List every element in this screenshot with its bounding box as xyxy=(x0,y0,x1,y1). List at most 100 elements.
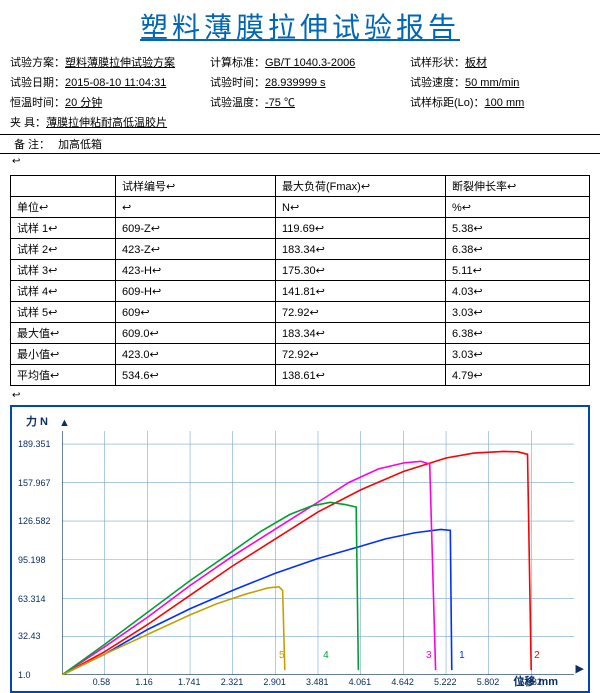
table-header-cell: 试样编号↩ xyxy=(116,176,276,197)
meta-value: 2015-08-10 11:04:31 xyxy=(65,77,166,89)
corner-mark-2: ↩ xyxy=(0,390,600,401)
x-tick-label: 4.061 xyxy=(349,677,372,687)
table-cell: 609-Z↩ xyxy=(116,218,276,239)
table-cell: 423-H↩ xyxy=(116,260,276,281)
table-row: 平均值↩534.6↩138.61↩4.79↩ xyxy=(11,365,590,386)
table-cell: 141.81↩ xyxy=(276,281,446,302)
meta-value: GB/T 1040.3-2006 xyxy=(265,57,355,69)
y-tick-label: 95.198 xyxy=(18,555,46,565)
table-cell: %↩ xyxy=(446,197,590,218)
table-cell: 5.38↩ xyxy=(446,218,590,239)
meta-pair xyxy=(210,114,410,130)
table-row: 试样 5↩609↩72.92↩3.03↩ xyxy=(11,302,590,323)
remark-value: 加高低箱 xyxy=(54,136,106,152)
meta-label: 计算标准： xyxy=(210,57,265,69)
table-row: 单位↩↩N↩%↩ xyxy=(11,197,590,218)
table-cell: 6.38↩ xyxy=(446,239,590,260)
table-cell: 4.03↩ xyxy=(446,281,590,302)
meta-pair: 试样标距(Lo)：100 mm xyxy=(410,94,600,110)
y-tick-label: 32.43 xyxy=(18,631,41,641)
y-axis-title: 力 N xyxy=(26,413,48,429)
meta-pair: 试验方案：塑料薄膜拉伸试验方案 xyxy=(10,54,210,70)
x-tick-label: 1.16 xyxy=(135,677,153,687)
x-axis-arrow: ▶ xyxy=(576,662,584,675)
y-tick-label: 189.351 xyxy=(18,439,51,449)
table-header-cell: 最大负荷(Fmax)↩ xyxy=(276,176,446,197)
meta-label: 恒温时间： xyxy=(10,97,65,109)
data-table: 试样编号↩最大负荷(Fmax)↩断裂伸长率↩单位↩↩N↩%↩试样 1↩609-Z… xyxy=(10,175,590,386)
table-cell: 183.34↩ xyxy=(276,239,446,260)
table-cell: 534.6↩ xyxy=(116,365,276,386)
table-cell: 5.11↩ xyxy=(446,260,590,281)
table-row: 试样 1↩609-Z↩119.69↩5.38↩ xyxy=(11,218,590,239)
table-header-cell: 断裂伸长率↩ xyxy=(446,176,590,197)
table-cell: 3.03↩ xyxy=(446,302,590,323)
meta-value: 薄膜拉伸粘耐高低温胶片 xyxy=(46,117,167,129)
meta-pair: 试验速度：50 mm/min xyxy=(410,74,600,90)
x-tick-label: 5.222 xyxy=(434,677,457,687)
table-cell: N↩ xyxy=(276,197,446,218)
y-tick-label: 157.967 xyxy=(18,478,51,488)
table-cell: 6.38↩ xyxy=(446,323,590,344)
meta-pair: 试验温度：-75 ℃ xyxy=(210,94,410,110)
table-cell: 最小值↩ xyxy=(11,344,116,365)
meta-pair: 试验日期：2015-08-10 11:04:31 xyxy=(10,74,210,90)
remark-row: 备 注： 加高低箱 xyxy=(0,134,600,154)
meta-value: 板材 xyxy=(465,57,487,69)
table-row: 试样 2↩423-Z↩183.34↩6.38↩ xyxy=(11,239,590,260)
meta-pair: 夹 具：薄膜拉伸粘耐高低温胶片 xyxy=(10,114,210,130)
meta-label: 夹 具： xyxy=(10,117,46,129)
table-row: 最大值↩609.0↩183.34↩6.38↩ xyxy=(11,323,590,344)
meta-label: 试样形状： xyxy=(410,57,465,69)
series-label: 5 xyxy=(279,650,285,661)
meta-label: 试验方案： xyxy=(10,57,65,69)
remark-label: 备 注： xyxy=(10,136,54,152)
table-cell: 平均值↩ xyxy=(11,365,116,386)
table-cell: 单位↩ xyxy=(11,197,116,218)
table-cell: 183.34↩ xyxy=(276,323,446,344)
x-tick-label: 2.321 xyxy=(221,677,244,687)
table-cell: 423.0↩ xyxy=(116,344,276,365)
table-cell: 72.92↩ xyxy=(276,302,446,323)
table-cell: 最大值↩ xyxy=(11,323,116,344)
table-row: 试样 3↩423-H↩175.30↩5.11↩ xyxy=(11,260,590,281)
corner-mark: ↩ xyxy=(0,154,600,169)
table-cell: 119.69↩ xyxy=(276,218,446,239)
y-tick-label: 126.582 xyxy=(18,516,51,526)
meta-value: 50 mm/min xyxy=(465,77,519,89)
meta-value: -75 ℃ xyxy=(265,97,295,109)
meta-label: 试验速度： xyxy=(410,77,465,89)
table-cell: 3.03↩ xyxy=(446,344,590,365)
table-row: 最小值↩423.0↩72.92↩3.03↩ xyxy=(11,344,590,365)
series-label: 3 xyxy=(426,650,432,661)
x-tick-label: 5.802 xyxy=(477,677,500,687)
meta-pair: 恒温时间：20 分钟 xyxy=(10,94,210,110)
y-tick-label: 63.314 xyxy=(18,594,46,604)
table-cell: 试样 1↩ xyxy=(11,218,116,239)
x-tick-label: 4.642 xyxy=(391,677,414,687)
table-header-cell xyxy=(11,176,116,197)
table-cell: 72.92↩ xyxy=(276,344,446,365)
x-tick-label: 1.741 xyxy=(178,677,201,687)
table-cell: 609↩ xyxy=(116,302,276,323)
x-tick-label: 3.481 xyxy=(306,677,329,687)
table-cell: 试样 3↩ xyxy=(11,260,116,281)
table-cell: 138.61↩ xyxy=(276,365,446,386)
meta-value: 100 mm xyxy=(485,97,525,109)
series-label: 4 xyxy=(323,650,329,661)
meta-pair xyxy=(410,114,600,130)
x-tick-label: 2.901 xyxy=(263,677,286,687)
series-label: 1 xyxy=(459,650,465,661)
meta-value: 塑料薄膜拉伸试验方案 xyxy=(65,57,175,69)
meta-label: 试验日期： xyxy=(10,77,65,89)
meta-pair: 试验时间：28.939999 s xyxy=(210,74,410,90)
x-tick-label: 6.382 xyxy=(519,677,542,687)
table-cell: ↩ xyxy=(116,197,276,218)
meta-label: 试样标距(Lo)： xyxy=(410,97,485,109)
table-cell: 试样 2↩ xyxy=(11,239,116,260)
y-tick-label: 1.0 xyxy=(18,670,31,680)
series-label: 2 xyxy=(534,650,540,661)
meta-label: 试验时间： xyxy=(210,77,265,89)
meta-grid: 试验方案：塑料薄膜拉伸试验方案计算标准：GB/T 1040.3-2006试样形状… xyxy=(0,50,600,132)
meta-pair: 试样形状：板材 xyxy=(410,54,600,70)
